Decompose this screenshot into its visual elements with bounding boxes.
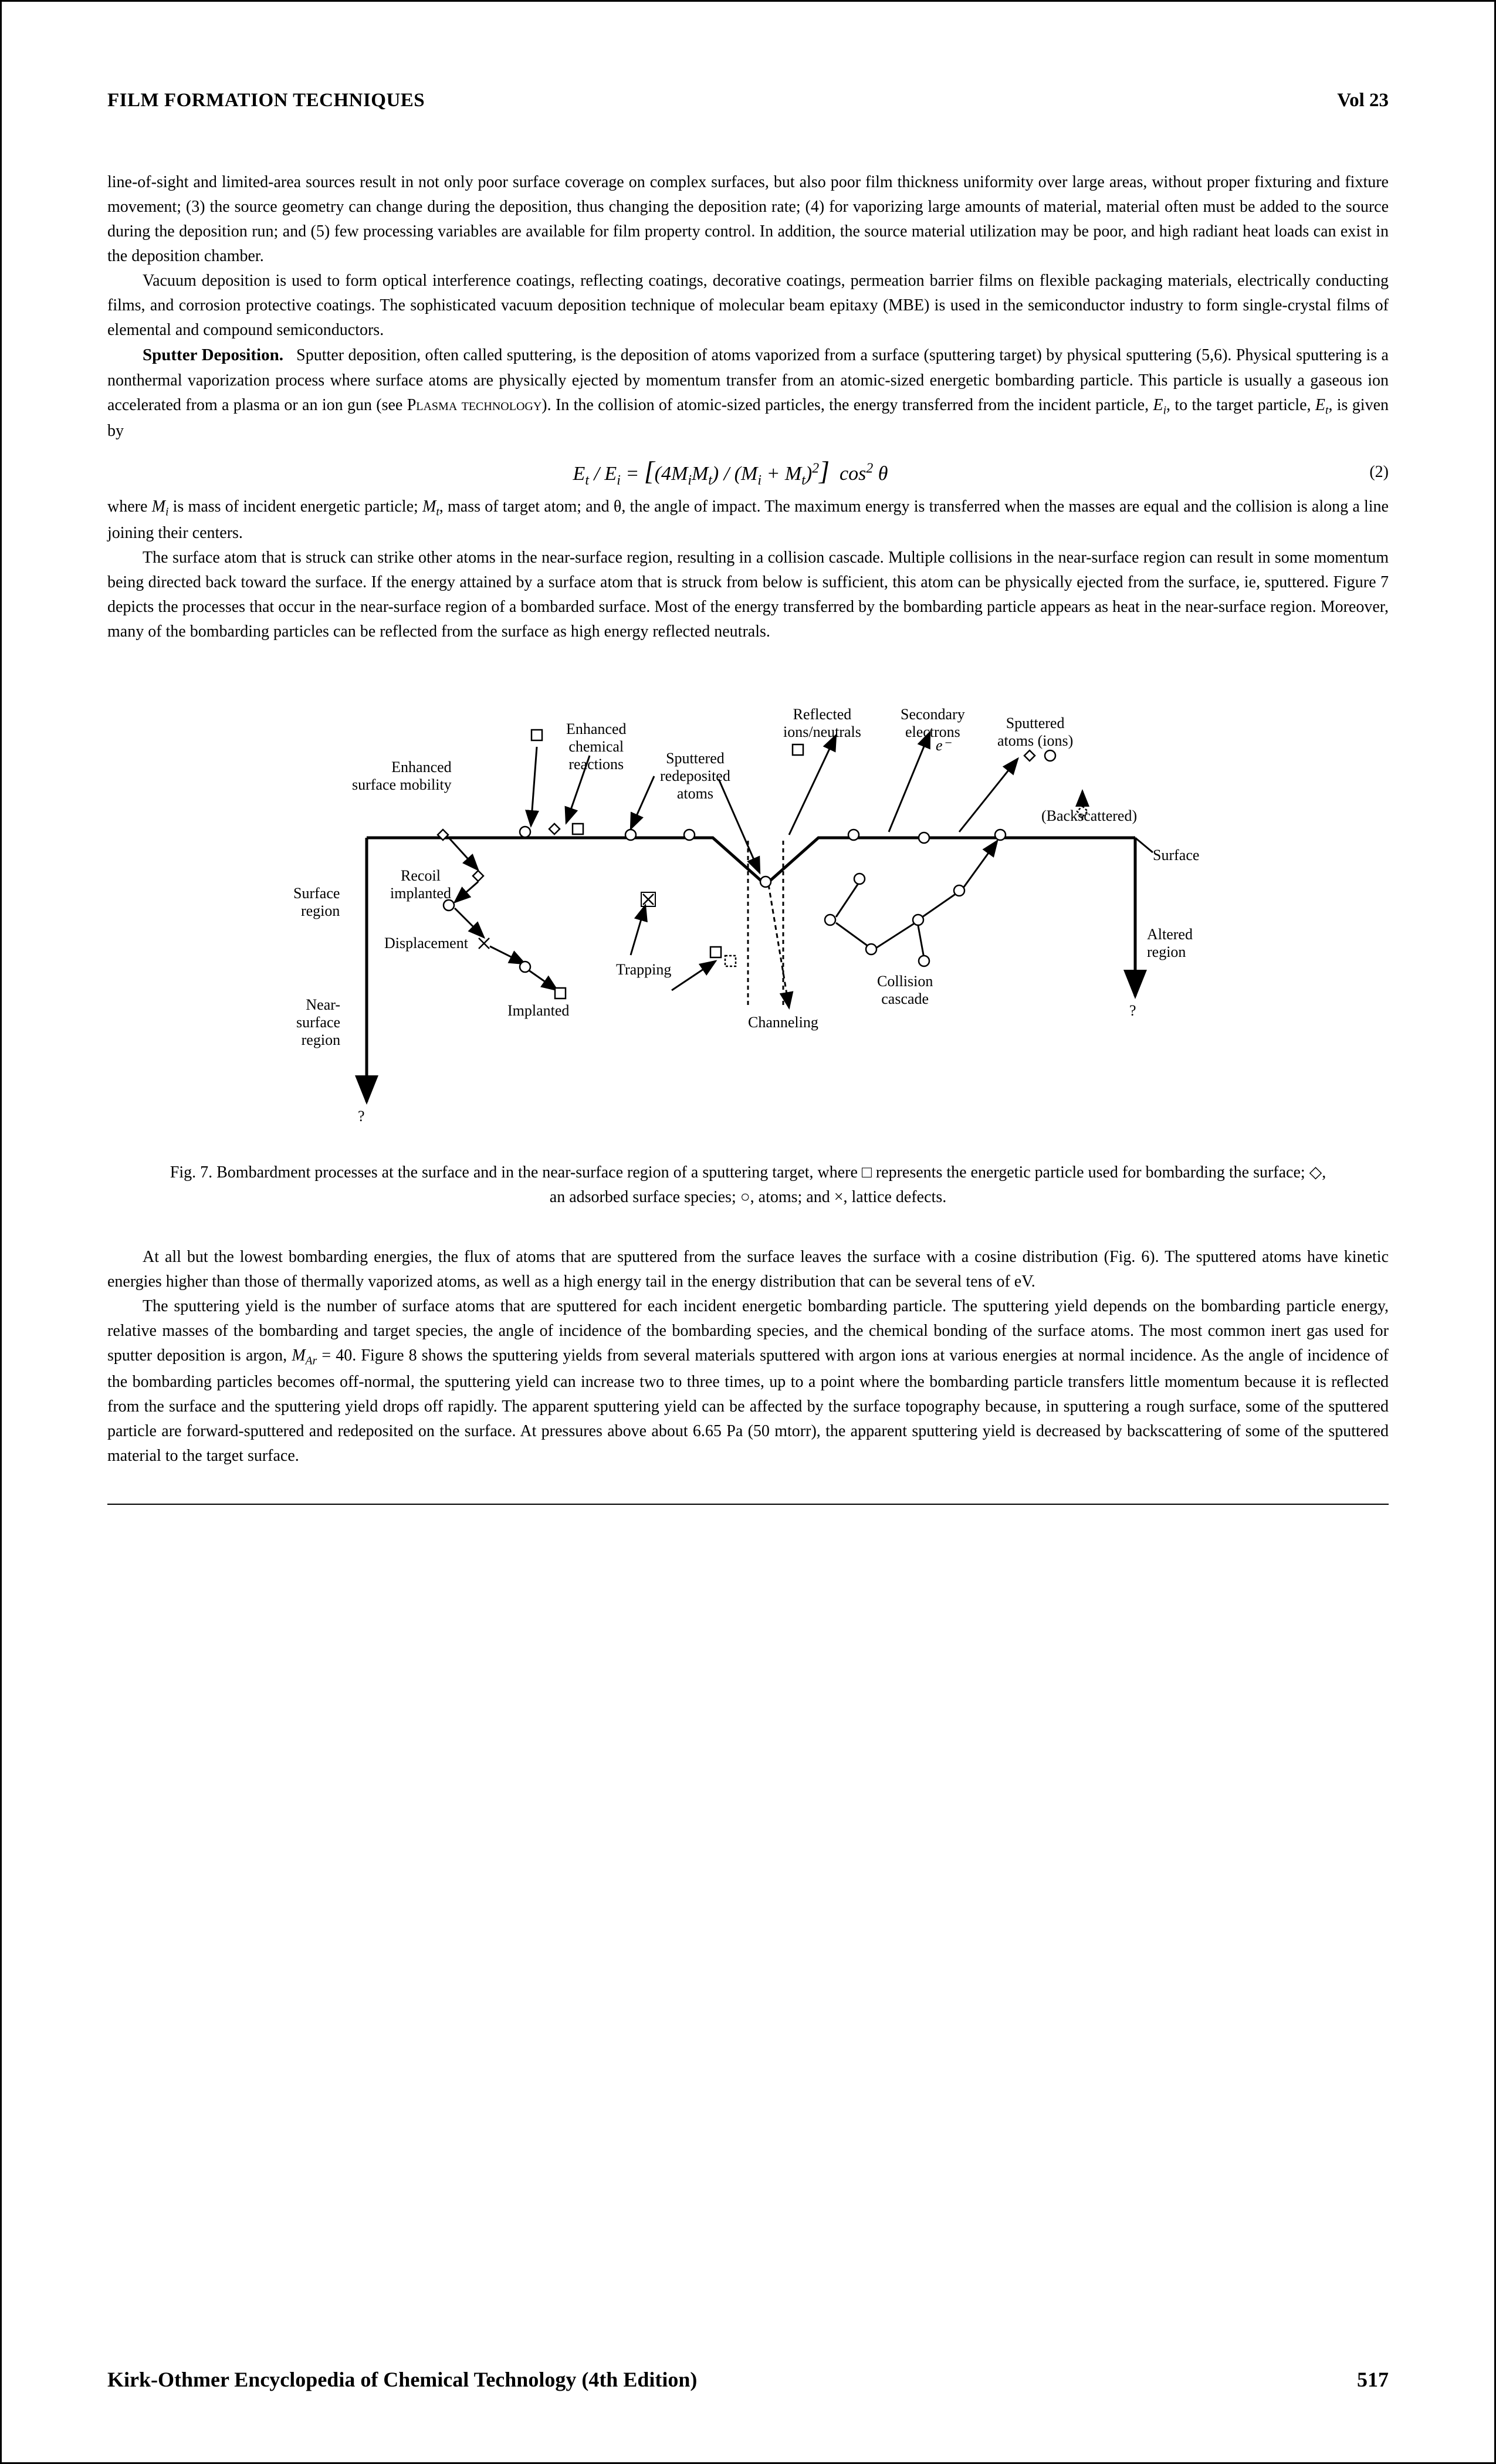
lbl-rin: Reflectedions/neutrals bbox=[783, 706, 861, 741]
lbl-recoil: Recoilimplanted bbox=[390, 867, 451, 902]
page-number: 517 bbox=[1357, 2367, 1389, 2392]
figure-7-caption: Fig. 7. Bombardment processes at the sur… bbox=[166, 1160, 1330, 1210]
lbl-disp: Displacement bbox=[384, 935, 468, 952]
p4b: is mass of incident energetic particle; bbox=[168, 497, 422, 516]
p6-text: At all but the lowest bombarding energie… bbox=[107, 1248, 1389, 1291]
footer-source: Kirk-Othmer Encyclopedia of Chemical Tec… bbox=[107, 2367, 697, 2392]
cross-ref-plasma: Plasma technology bbox=[407, 396, 542, 414]
lbl-bs: (Backscattered) bbox=[1041, 807, 1137, 825]
figure-7-svg bbox=[279, 668, 1217, 1149]
p4a: where bbox=[107, 497, 152, 516]
p5-text: The surface atom that is struck can stri… bbox=[107, 549, 1389, 641]
paragraph-7: The sputtering yield is the number of su… bbox=[107, 1294, 1389, 1468]
lbl-sai: Sputteredatoms (ions) bbox=[997, 715, 1073, 750]
lbl-q1: ? bbox=[358, 1108, 365, 1125]
paragraph-2: Vacuum deposition is used to form optica… bbox=[107, 269, 1389, 343]
equation-number: (2) bbox=[1353, 463, 1389, 482]
paragraph-3: Sputter Deposition. Sputter deposition, … bbox=[107, 343, 1389, 444]
equation-2: Et / Ei = [(4MiMt) / (Mi + Mt)2] cos2 θ bbox=[107, 455, 1353, 489]
lbl-se: Secondaryelectrons bbox=[901, 706, 965, 741]
lbl-esm: Enhancedsurface mobility bbox=[352, 759, 452, 794]
lbl-trapping: Trapping bbox=[616, 961, 671, 979]
paragraph-4: where Mi is mass of incident energetic p… bbox=[107, 495, 1389, 546]
paragraph-1: line-of-sight and limited-area sources r… bbox=[107, 170, 1389, 269]
paragraph-6: At all but the lowest bombarding energie… bbox=[107, 1245, 1389, 1294]
section-heading-sputter: Sputter Deposition. bbox=[143, 346, 283, 364]
lbl-altered: Alteredregion bbox=[1147, 926, 1193, 961]
lbl-channeling: Channeling bbox=[748, 1014, 818, 1031]
lbl-sra: Sputteredredepositedatoms bbox=[660, 750, 730, 803]
lbl-implanted: Implanted bbox=[507, 1002, 569, 1020]
figure-7: Enhancedsurface mobility Enhancedchemica… bbox=[279, 668, 1217, 1149]
lbl-surface-l: Surfaceregion bbox=[293, 885, 340, 920]
lbl-ecr: Enhancedchemicalreactions bbox=[566, 720, 627, 773]
p3-tail2: , to the target particle, bbox=[1166, 396, 1315, 414]
p3-tail: ). In the collision of atomic-sized part… bbox=[541, 396, 1153, 414]
lbl-eminus: e⁻ bbox=[936, 737, 950, 754]
lbl-near: Near-surfaceregion bbox=[296, 996, 340, 1049]
paragraph-5: The surface atom that is struck can stri… bbox=[107, 546, 1389, 644]
footer-rule bbox=[107, 1504, 1389, 1505]
paragraph-2-text: Vacuum deposition is used to form optica… bbox=[107, 272, 1389, 339]
volume-label: Vol 23 bbox=[1337, 90, 1389, 111]
lbl-q2: ? bbox=[1129, 1002, 1136, 1020]
lbl-surface-r: Surface bbox=[1153, 847, 1199, 864]
lbl-collision: Collisioncascade bbox=[877, 973, 933, 1008]
running-head: FILM FORMATION TECHNIQUES bbox=[107, 90, 425, 111]
